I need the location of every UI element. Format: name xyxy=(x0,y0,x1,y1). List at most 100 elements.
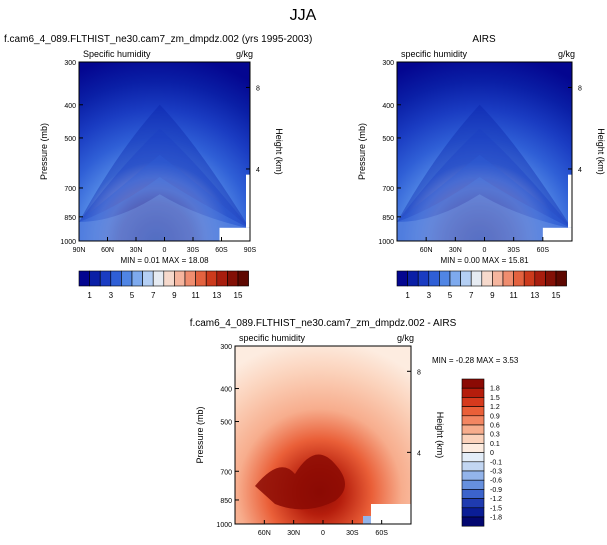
panel-header: AIRS xyxy=(472,34,496,45)
y-tick-label: 300 xyxy=(220,344,232,351)
colorbar-swatch xyxy=(407,270,419,287)
y-tick-label: 1000 xyxy=(378,239,394,246)
y-axis-label: Pressure (mb) xyxy=(357,123,367,180)
colorbar-swatch xyxy=(461,461,485,472)
colorbar-label: 0.3 xyxy=(490,432,500,439)
y2-tick-label: 4 xyxy=(256,167,260,174)
colorbar-swatch xyxy=(470,270,483,287)
x-tick-label: 30N xyxy=(449,247,462,254)
colorbar-label: 15 xyxy=(234,291,243,300)
colorbar-swatch xyxy=(163,270,175,287)
units-label: g/kg xyxy=(236,49,253,59)
colorbar-swatch xyxy=(523,270,536,287)
colorbar-label: -0.6 xyxy=(490,478,502,485)
x-tick-label: 30S xyxy=(507,247,520,254)
colorbar-label: 1.8 xyxy=(490,386,500,393)
x-tick-label: 0 xyxy=(163,247,167,254)
colorbar-swatch xyxy=(513,270,525,287)
y2-tick-label: 8 xyxy=(256,85,260,92)
colorbar-swatch xyxy=(461,378,485,389)
missing-region xyxy=(219,227,250,241)
panel-title: Specific humidity xyxy=(83,49,151,59)
obs-panel: AIRS specific humidity g/kg 300 400 500 700 850… xyxy=(357,34,606,265)
y-tick-label: 500 xyxy=(64,136,76,143)
y2-axis-label: Height (km) xyxy=(435,412,445,459)
colorbar-label: 1.2 xyxy=(490,404,500,411)
y-tick-label: 850 xyxy=(220,498,232,505)
colorbar-swatch xyxy=(152,270,165,287)
colorbar-label: 13 xyxy=(212,291,221,300)
colorbar-swatch xyxy=(461,433,485,444)
colorbar-swatch xyxy=(449,270,461,287)
x-tick-label: 0 xyxy=(321,530,325,537)
colorbar-swatch xyxy=(396,270,408,287)
y-tick-label: 400 xyxy=(220,387,232,394)
colorbar-swatch xyxy=(417,270,430,287)
min-max-label: MIN = 0.00 MAX = 15.81 xyxy=(440,256,529,265)
y-tick-label: 500 xyxy=(220,420,232,427)
colorbar-swatch xyxy=(99,270,112,287)
colorbar-label: 7 xyxy=(469,291,474,300)
y-tick-label: 1000 xyxy=(216,522,232,529)
diff-maximum xyxy=(255,454,345,510)
colorbar-swatch xyxy=(492,270,504,287)
min-max-label: MIN = -0.28 MAX = 3.53 xyxy=(432,356,519,365)
colorbar-swatch xyxy=(131,270,143,287)
colorbar-swatch xyxy=(461,415,485,426)
colorbar-swatch xyxy=(110,270,122,287)
colorbar-swatch xyxy=(461,489,485,499)
x-tick-label: 60S xyxy=(215,247,228,254)
contour-band xyxy=(397,128,572,241)
contour-band xyxy=(397,194,572,241)
colorbar-label: 7 xyxy=(151,291,156,300)
colorbar-swatch xyxy=(461,479,485,490)
colorbar-label: -1.5 xyxy=(490,505,502,512)
y-tick-label: 400 xyxy=(64,103,76,110)
y2-axis-label: Height (km) xyxy=(274,128,284,175)
colorbar-label: 9 xyxy=(490,291,495,300)
colorbar-swatch xyxy=(461,387,485,398)
colorbar-label: 1.5 xyxy=(490,395,500,402)
model-panel: f.cam6_4_089.FLTHIST_ne30.cam7_zm_dmpdz.… xyxy=(4,34,312,265)
obs-colorbar: 1 3 5 7 9 11 13 15 xyxy=(396,270,567,300)
colorbar-label: -0.9 xyxy=(490,487,502,494)
diff-colorbar: 1.8 1.5 1.2 0.9 0.6 0.3 0.1 0 -0.1 -0.3 -0.6 -0.9 -1… xyxy=(461,378,502,527)
colorbar-swatch xyxy=(439,270,451,287)
colorbar-swatch xyxy=(461,452,485,463)
x-tick-label: 30S xyxy=(187,247,200,254)
panel-title: specific humidity xyxy=(239,333,306,343)
x-tick-label: 30S xyxy=(346,530,359,537)
colorbar-swatch xyxy=(227,270,239,287)
x-tick-label: 30N xyxy=(287,530,300,537)
contour-band xyxy=(79,104,250,242)
field-fill xyxy=(79,62,250,241)
x-tick-label: 60S xyxy=(537,247,550,254)
colorbar-swatch xyxy=(174,270,186,287)
colorbar-label: -0.3 xyxy=(490,469,502,476)
negative-region xyxy=(363,516,371,524)
y2-tick-label: 8 xyxy=(578,85,582,92)
y2-axis-label: Height (km) xyxy=(596,128,606,175)
missing-region xyxy=(246,174,250,228)
colorbar-swatch xyxy=(555,270,567,287)
panel-header: f.cam6_4_089.FLTHIST_ne30.cam7_zm_dmpdz.… xyxy=(4,34,312,45)
contour-band xyxy=(79,128,250,241)
colorbar-label: 13 xyxy=(530,291,539,300)
y-tick-label: 300 xyxy=(64,60,76,67)
x-tick-label: 0 xyxy=(483,247,487,254)
colorbar-label: 0.1 xyxy=(490,441,500,448)
colorbar-swatch xyxy=(461,498,485,509)
colorbar-swatch xyxy=(545,270,557,287)
y2-tick-label: 4 xyxy=(578,167,582,174)
contour-band xyxy=(397,176,572,241)
colorbar-label: -1.8 xyxy=(490,515,502,522)
x-tick-label: 90N xyxy=(73,247,86,254)
x-tick-label: 60S xyxy=(375,530,388,537)
field-fill xyxy=(397,62,572,241)
units-label: g/kg xyxy=(558,49,575,59)
colorbar-swatch xyxy=(216,270,228,287)
colorbar-label: 3 xyxy=(427,291,432,300)
x-tick-label: 60N xyxy=(420,247,433,254)
colorbar-swatch xyxy=(460,270,472,287)
missing-region xyxy=(568,174,572,228)
